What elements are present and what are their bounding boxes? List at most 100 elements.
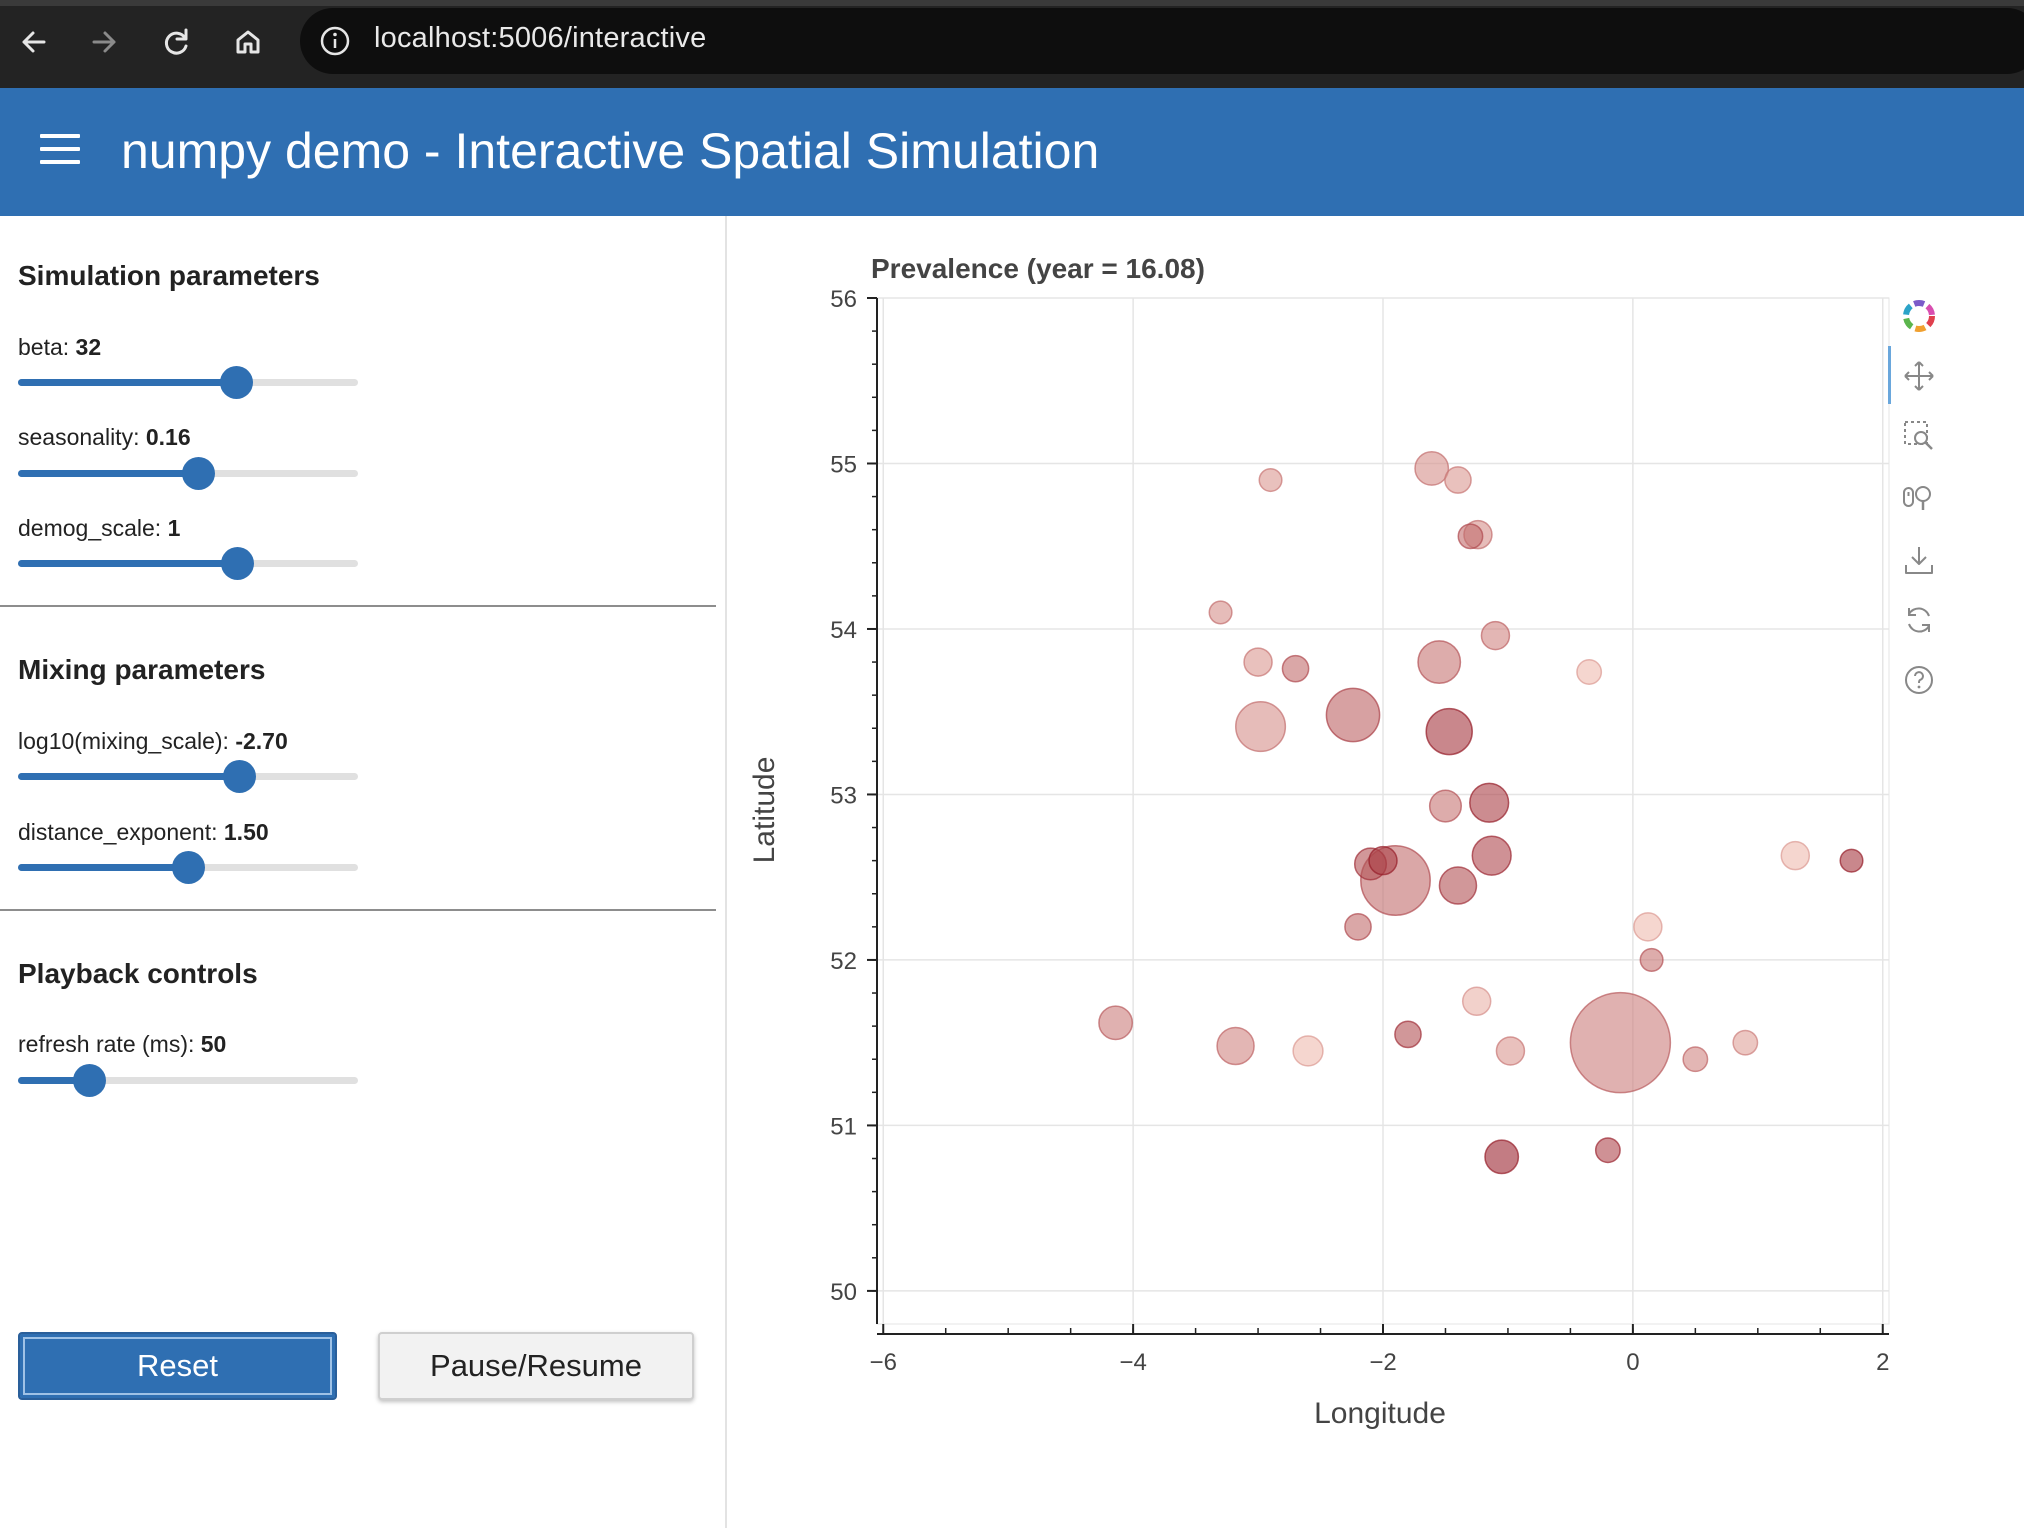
y-tick-label: 55 (830, 451, 857, 478)
data-point (1576, 659, 1603, 685)
slider-mixing-scale-fill (18, 773, 239, 780)
active-tool-indicator (1888, 346, 1891, 404)
slider-value-seasonality: 0.16 (145, 424, 191, 450)
reset-button[interactable]: Reset (18, 1332, 337, 1400)
url-text[interactable]: localhost:5006/interactive (374, 22, 707, 54)
browser-toolbar: localhost:5006/interactive (0, 0, 2024, 88)
data-point (1633, 912, 1663, 942)
slider-mixing-scale[interactable] (18, 760, 358, 793)
slider-value-mixing-scale: -2.70 (235, 728, 288, 754)
slider-label-demog-scale: demog_scale: 1 (18, 515, 181, 541)
slider-beta-handle[interactable] (219, 366, 253, 399)
slider-label-mixing-scale: log10(mixing_scale): -2.70 (18, 728, 288, 754)
slider-value-refresh-rate: 50 (200, 1031, 227, 1057)
slider-seasonality-handle[interactable] (182, 457, 216, 490)
slider-seasonality-fill (18, 470, 199, 477)
y-axis-label: Latitude (748, 757, 781, 864)
slider-distance-exponent-handle[interactable] (172, 851, 205, 884)
data-point (1292, 1035, 1324, 1067)
data-point (1414, 450, 1450, 486)
hamburger-menu-icon[interactable] (40, 134, 80, 168)
address-bar[interactable]: localhost:5006/interactive (300, 8, 2024, 74)
scatter-points (1098, 450, 1864, 1175)
section-title-playback: Playback controls (18, 958, 258, 989)
slider-label-refresh-rate: refresh rate (ms): 50 (18, 1031, 227, 1057)
back-arrow-icon[interactable] (10, 18, 58, 66)
plot-grid (876, 297, 1890, 1325)
x-tick-label: −2 (1369, 1349, 1396, 1376)
data-point (1480, 620, 1511, 651)
slider-seasonality[interactable] (18, 457, 358, 490)
data-point (1444, 466, 1472, 494)
reset-icon[interactable] (1902, 603, 1936, 637)
slider-demog-scale[interactable] (18, 547, 358, 580)
slider-refresh-rate-fill (18, 1077, 90, 1084)
y-tick-label: 53 (830, 782, 857, 809)
slider-label-seasonality: seasonality: 0.16 (18, 424, 191, 450)
slider-distance-exponent[interactable] (18, 851, 358, 884)
y-tick-label: 56 (830, 286, 857, 313)
slider-beta[interactable] (18, 366, 358, 399)
site-info-icon[interactable] (318, 24, 352, 58)
data-point (1438, 866, 1478, 905)
section-title-simulation: Simulation parameters (18, 260, 320, 291)
scatter-plot[interactable]: Prevalence (year = 16.08) −6 −4 −2 0 2 50 51 52… (729, 216, 2024, 1528)
slider-value-beta: 32 (75, 334, 102, 360)
bokeh-logo-icon[interactable] (1902, 299, 1936, 333)
section-title-mixing: Mixing parameters (18, 654, 266, 685)
box-zoom-icon[interactable] (1902, 419, 1936, 453)
data-point (1732, 1029, 1759, 1056)
data-point (1682, 1046, 1709, 1073)
data-point (1243, 647, 1273, 677)
slider-refresh-rate-handle[interactable] (73, 1064, 107, 1097)
pan-icon[interactable] (1902, 359, 1936, 393)
data-point (1344, 912, 1372, 941)
section-divider (0, 605, 716, 607)
data-point (1484, 1139, 1520, 1175)
data-point (1368, 845, 1398, 876)
reload-icon[interactable] (152, 18, 200, 66)
data-point (1258, 467, 1283, 493)
page-title: numpy demo - Interactive Spatial Simulat… (121, 123, 1100, 179)
y-tick-label: 52 (830, 948, 857, 975)
slider-value-distance-exponent: 1.50 (223, 819, 269, 845)
data-point (1235, 701, 1287, 753)
data-point (1216, 1026, 1255, 1066)
slider-demog-scale-handle[interactable] (221, 547, 255, 580)
data-point (1281, 654, 1310, 683)
data-point (1428, 789, 1463, 823)
slider-mixing-scale-handle[interactable] (223, 760, 256, 793)
x-tick-label: 0 (1626, 1349, 1639, 1376)
data-point (1639, 947, 1664, 972)
sidebar: Simulation parameters beta: 32 seasonali… (0, 216, 727, 1528)
plot-panel: Prevalence (year = 16.08) −6 −4 −2 0 2 50 51 52… (729, 216, 2024, 1528)
slider-beta-fill (18, 379, 236, 386)
x-tick-label: −4 (1119, 1349, 1146, 1376)
x-axis-label: Longitude (1314, 1397, 1446, 1430)
data-point (1461, 986, 1492, 1017)
app-header: numpy demo - Interactive Spatial Simulat… (0, 88, 2024, 216)
y-tick-label: 50 (830, 1279, 857, 1306)
home-icon[interactable] (224, 18, 272, 66)
slider-demog-scale-fill (18, 560, 238, 567)
slider-distance-exponent-fill (18, 864, 188, 871)
data-point (1208, 600, 1233, 625)
chart-title: Prevalence (year = 16.08) (871, 253, 1205, 284)
data-point (1594, 1137, 1621, 1164)
data-point (1569, 991, 1672, 1094)
data-point (1394, 1020, 1422, 1049)
forward-arrow-icon[interactable] (80, 18, 128, 66)
data-point (1839, 848, 1864, 873)
slider-refresh-rate[interactable] (18, 1064, 358, 1097)
y-tick-label: 51 (830, 1113, 857, 1140)
data-point (1457, 523, 1484, 550)
help-icon[interactable] (1902, 663, 1936, 697)
y-tick-label: 54 (830, 617, 857, 644)
browser-top-strip (0, 0, 2024, 6)
save-icon[interactable] (1902, 543, 1936, 577)
section-divider (0, 909, 716, 911)
wheel-zoom-icon[interactable] (1902, 480, 1936, 514)
pause-resume-button[interactable]: Pause/Resume (378, 1332, 694, 1400)
data-point (1471, 835, 1512, 876)
slider-value-demog-scale: 1 (167, 515, 181, 541)
